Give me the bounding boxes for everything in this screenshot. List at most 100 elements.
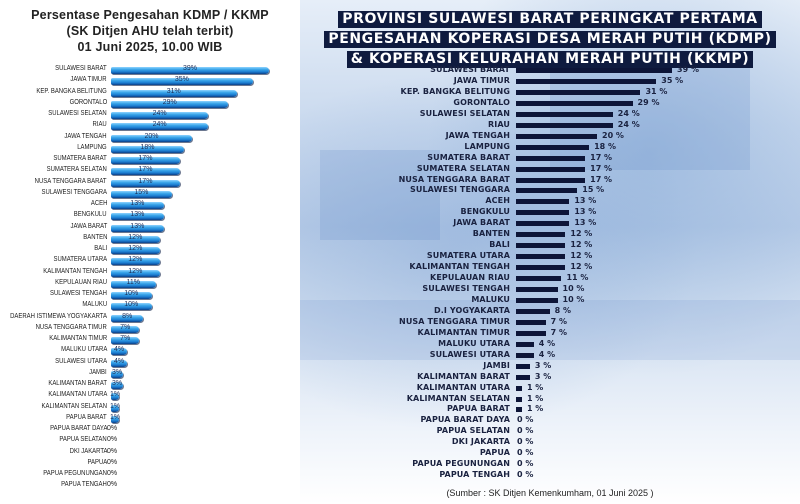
left-bar bbox=[111, 78, 253, 86]
right-bar-label: KALIMANTAN SELATAN bbox=[406, 393, 510, 403]
right-bar bbox=[516, 89, 641, 95]
background-building-image bbox=[300, 300, 800, 360]
right-bar bbox=[516, 407, 522, 413]
left-bar bbox=[111, 67, 269, 74]
right-bar-value: 3 % bbox=[534, 371, 552, 381]
left-bar-label: SULAWESI BARAT bbox=[55, 65, 107, 72]
left-bar-label: SUMATERA SELATAN bbox=[46, 166, 107, 174]
left-bar bbox=[111, 280, 156, 288]
left-bar bbox=[111, 190, 172, 198]
right-bar-label: BENGKULU bbox=[460, 207, 510, 217]
left-bar bbox=[111, 303, 152, 311]
right-bar-value: 4 % bbox=[538, 338, 556, 348]
right-bar-label: SULAWESI UTARA bbox=[429, 349, 510, 359]
left-bar bbox=[111, 269, 160, 277]
right-bar-label: KALIMANTAN TENGAH bbox=[409, 262, 510, 272]
left-bar-value: 0% bbox=[107, 470, 118, 477]
left-bar bbox=[111, 359, 128, 367]
left-bar-value: 11% bbox=[126, 278, 141, 286]
left-bar-value: 8% bbox=[122, 312, 133, 320]
right-bar-label: BANTEN bbox=[472, 229, 510, 239]
right-bar-value: 3 % bbox=[534, 360, 552, 370]
right-bar bbox=[516, 100, 633, 106]
left-bar-label: SUMATERA UTARA bbox=[53, 256, 107, 264]
right-bar-label: D.I YOGYAKARTA bbox=[434, 305, 510, 315]
right-bar bbox=[516, 68, 673, 73]
left-bar-label: DAERAH ISTIMEWA YOGYAKARTA bbox=[10, 312, 107, 320]
left-bar-label: PAPUA PEGUNUNGAN bbox=[43, 470, 107, 477]
right-chart-panel: PROVINSI SULAWESI BARAT PERINGKAT PERTAM… bbox=[300, 0, 800, 504]
left-bar-value: 7% bbox=[120, 335, 131, 342]
left-bar bbox=[111, 202, 164, 209]
right-bar-value: 0 % bbox=[517, 448, 534, 458]
left-bar bbox=[111, 134, 192, 142]
right-bar bbox=[516, 297, 558, 303]
left-bar bbox=[111, 100, 229, 108]
left-bar-label: SULAWESI TENGAH bbox=[50, 290, 107, 297]
left-bar-value: 0% bbox=[107, 447, 118, 455]
source-note: (Sumber : SK Ditjen Kemenkumham, 01 Juni… bbox=[446, 488, 654, 498]
left-bar-value: 12% bbox=[128, 256, 143, 264]
right-bar-value: 24 % bbox=[617, 108, 640, 118]
right-bar-value: 15 % bbox=[582, 185, 605, 195]
right-bar bbox=[516, 330, 546, 336]
right-bar-value: 0 % bbox=[517, 415, 534, 425]
right-bar bbox=[516, 254, 566, 260]
right-bar-label: KALIMANTAN BARAT bbox=[417, 371, 510, 381]
left-bar-value: 18% bbox=[140, 143, 155, 151]
left-bar-label: KALIMANTAN BARAT bbox=[48, 380, 107, 387]
right-bar-value: 8 % bbox=[554, 305, 571, 315]
left-bar-value: 20% bbox=[144, 132, 159, 140]
left-bar-value: 10% bbox=[124, 290, 139, 297]
right-bar-label: JAWA TIMUR bbox=[453, 75, 510, 85]
left-bar-value: 0% bbox=[107, 458, 118, 466]
left-bar bbox=[111, 89, 237, 97]
left-bar-value: 13% bbox=[130, 222, 145, 230]
left-bar bbox=[111, 247, 160, 254]
right-bar bbox=[516, 243, 566, 249]
left-bar-label: JAWA TIMUR bbox=[70, 76, 107, 84]
left-bar-value: 13% bbox=[130, 200, 145, 207]
right-bar-value: 20 % bbox=[602, 130, 624, 140]
right-bar-value: 17 % bbox=[590, 174, 613, 184]
right-chart-title-line-1: PROVINSI SULAWESI BARAT PERINGKAT PERTAM… bbox=[338, 11, 762, 28]
right-bar bbox=[516, 133, 597, 139]
right-bar-value: 7 % bbox=[550, 316, 568, 326]
left-bar bbox=[111, 314, 144, 322]
left-bar-label: NUSA TENGGARA BARAT bbox=[35, 177, 107, 185]
left-bar bbox=[111, 382, 124, 389]
right-bar-value: 13 % bbox=[574, 207, 597, 217]
left-bar-label: PAPUA bbox=[87, 458, 107, 466]
left-bar-value: 12% bbox=[128, 233, 143, 241]
left-bar-label: JAWA TENGAH bbox=[64, 132, 107, 140]
right-bar-value: 0 % bbox=[517, 426, 534, 436]
right-bar-label: KALIMANTAN UTARA bbox=[416, 382, 510, 392]
right-bar-value: 12 % bbox=[570, 262, 593, 272]
left-bar bbox=[111, 337, 140, 344]
right-bar bbox=[516, 111, 613, 117]
left-bar bbox=[111, 235, 160, 243]
left-bar bbox=[111, 145, 184, 153]
right-bar bbox=[516, 221, 570, 227]
right-bar-label: PAPUA bbox=[479, 448, 510, 458]
left-bar-label: PAPUA TENGAH bbox=[61, 481, 107, 489]
right-bar-value: 4 % bbox=[538, 349, 556, 359]
right-bar-label: PAPUA PEGUNUNGAN bbox=[412, 459, 510, 469]
right-bar-label: JAMBI bbox=[483, 360, 510, 370]
left-bar-label: PAPUA BARAT DAYA bbox=[49, 425, 107, 432]
right-bar-label: SULAWESI BARAT bbox=[430, 65, 510, 74]
right-bar-label: LAMPUNG bbox=[464, 141, 510, 151]
left-bar-label: PAPUA SELATAN bbox=[59, 436, 107, 444]
left-bar bbox=[111, 258, 160, 266]
left-bar-value: 4% bbox=[114, 357, 125, 365]
left-bar-label: MALUKU UTARA bbox=[60, 346, 107, 354]
right-bar bbox=[516, 341, 534, 347]
left-bar-label: JAWA BARAT bbox=[70, 222, 107, 230]
left-bar-label: GORONTALO bbox=[69, 98, 107, 106]
left-bar bbox=[111, 415, 119, 423]
left-bar bbox=[111, 112, 209, 119]
right-bar bbox=[516, 352, 534, 358]
right-bar bbox=[516, 363, 530, 369]
left-bar-label: PAPUA BARAT bbox=[66, 413, 107, 421]
left-bar-value: 3% bbox=[112, 380, 123, 387]
